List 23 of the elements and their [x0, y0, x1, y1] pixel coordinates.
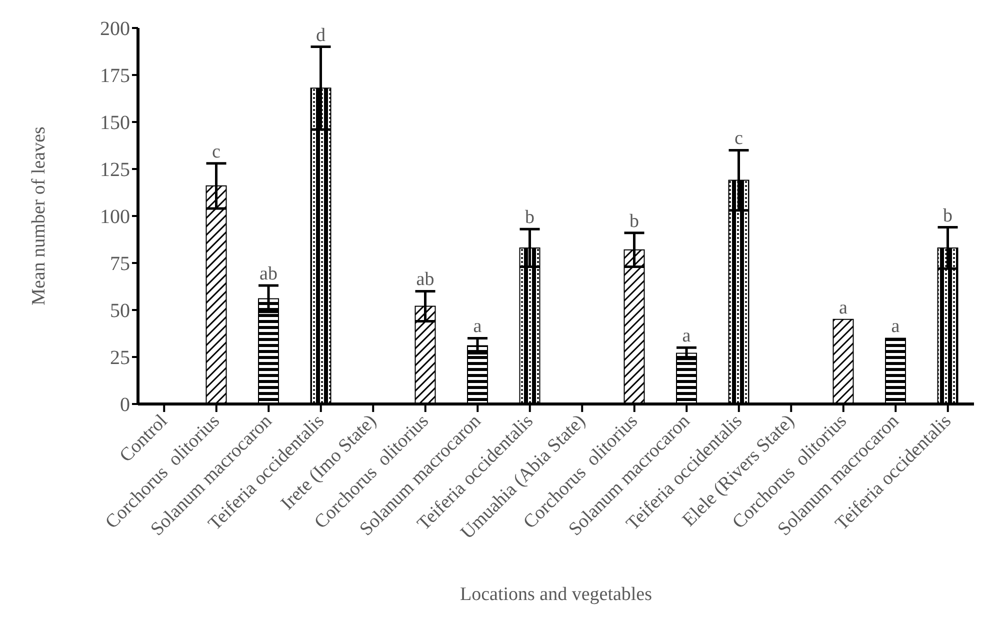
data-label: c [734, 128, 743, 150]
data-label: b [630, 210, 639, 232]
y-tick-label: 25 [110, 347, 130, 370]
y-axis-title: Mean number of leaves [28, 126, 50, 306]
y-tick-label: 200 [100, 18, 130, 40]
data-label: b [525, 207, 534, 228]
data-label: c [212, 141, 220, 162]
y-tick-label: 0 [120, 394, 130, 416]
data-label: d [316, 24, 326, 46]
data-label: a [839, 297, 848, 318]
data-label: a [473, 316, 482, 338]
y-tick-label: 50 [110, 300, 130, 322]
data-label: ab [416, 269, 434, 290]
data-label: a [891, 316, 900, 338]
data-label: a [682, 326, 692, 347]
y-tick-label: 150 [100, 112, 130, 134]
data-label: b [943, 205, 952, 226]
data-label: ab [260, 264, 278, 285]
x-axis-title: Locations and vegetables [460, 584, 652, 605]
y-tick-label: 75 [110, 253, 130, 276]
y-tick-label: 125 [100, 159, 130, 182]
y-tick-label: 175 [100, 65, 130, 88]
y-tick-label: 100 [100, 206, 130, 228]
